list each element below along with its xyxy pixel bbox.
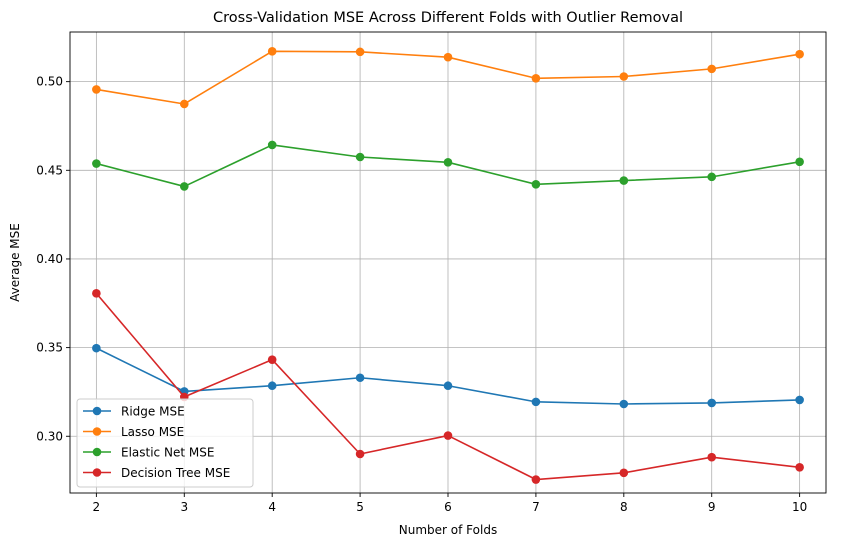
- x-axis-label: Number of Folds: [399, 523, 497, 537]
- ridge-mse-point: [619, 399, 629, 409]
- lasso-mse-point: [531, 73, 541, 83]
- decision-tree-mse-point: [355, 449, 365, 459]
- legend: Ridge MSE Lasso MSE Elastic Net MSE Decisio…: [76, 398, 254, 488]
- decision-tree-mse-point: [267, 355, 277, 364]
- elastic-net-mse-point: [707, 172, 717, 182]
- decision-tree-mse-point: [619, 468, 629, 478]
- legend-label-decision-tree-mse: Decision Tree MSE: [121, 466, 230, 480]
- decision-tree-mse-point: [707, 452, 717, 462]
- x-tick-label: 4: [268, 500, 276, 514]
- decision-tree-mse-point: [531, 475, 541, 484]
- x-tick-label: 2: [93, 500, 101, 514]
- ridge-mse-point: [531, 397, 541, 407]
- ridge-mse-point: [795, 395, 804, 405]
- elastic-net-mse-point: [355, 152, 365, 162]
- axis-ticks: 2 3 4 5 6 7 8 9 10 0.30 0.35 0.40 0.45 0.50: [36, 75, 807, 514]
- legend-label-elastic-net-mse: Elastic Net MSE: [121, 445, 214, 459]
- elastic-net-mse-point: [92, 159, 101, 168]
- lasso-mse-point: [619, 72, 629, 81]
- x-tick-label: 10: [792, 500, 807, 514]
- x-tick-label: 9: [708, 500, 716, 514]
- elastic-net-mse-point: [267, 140, 277, 150]
- ridge-mse-point: [267, 381, 277, 391]
- y-axis-label: Average MSE: [8, 223, 22, 302]
- ridge-mse-point: [443, 381, 453, 391]
- y-tick-label: 0.45: [36, 163, 63, 177]
- elastic-net-mse-point: [795, 157, 804, 167]
- x-tick-label: 5: [356, 500, 364, 514]
- elastic-net-mse-point: [443, 158, 453, 167]
- series-decision-tree-mse: [92, 289, 804, 484]
- lasso-mse-point: [267, 47, 277, 56]
- lasso-mse-point: [795, 49, 804, 59]
- x-tick-label: 6: [444, 500, 452, 514]
- lasso-mse-point: [707, 64, 717, 74]
- chart-title: Cross-Validation MSE Across Different Fo…: [213, 10, 683, 26]
- legend-label-ridge-mse: Ridge MSE: [121, 404, 185, 418]
- series-elastic-net-mse: [92, 140, 804, 191]
- legend-swatch-marker-decision-tree-mse: [92, 468, 102, 477]
- y-tick-label: 0.30: [36, 429, 63, 443]
- y-tick-label: 0.50: [36, 75, 63, 89]
- ridge-mse-point: [92, 343, 101, 353]
- decision-tree-mse-point: [92, 289, 101, 298]
- x-tick-label: 3: [180, 500, 188, 514]
- decision-tree-mse-point: [795, 462, 804, 472]
- x-tick-label: 8: [620, 500, 628, 514]
- series-lines: [92, 47, 804, 484]
- legend-box: [76, 398, 254, 488]
- elastic-net-mse-point: [531, 180, 541, 189]
- lasso-mse-point: [92, 85, 101, 94]
- lasso-mse-point: [443, 52, 453, 62]
- series-ridge-mse: [92, 343, 804, 409]
- ridge-mse-point: [707, 398, 717, 408]
- lasso-mse-point: [179, 99, 189, 109]
- decision-tree-mse-point: [443, 431, 453, 440]
- legend-label-lasso-mse: Lasso MSE: [121, 425, 184, 439]
- x-tick-label: 7: [532, 500, 540, 514]
- lasso-mse-point: [355, 47, 365, 57]
- elastic-net-mse-point: [619, 176, 629, 185]
- legend-swatch-marker-ridge-mse: [92, 406, 102, 416]
- ridge-mse-point: [355, 373, 365, 383]
- legend-swatch-marker-lasso-mse: [92, 427, 102, 436]
- legend-swatch-marker-elastic-net-mse: [92, 447, 102, 457]
- series-lasso-mse: [92, 47, 804, 109]
- elastic-net-mse-point: [179, 182, 189, 191]
- y-tick-label: 0.40: [36, 252, 63, 266]
- y-tick-label: 0.35: [36, 341, 63, 355]
